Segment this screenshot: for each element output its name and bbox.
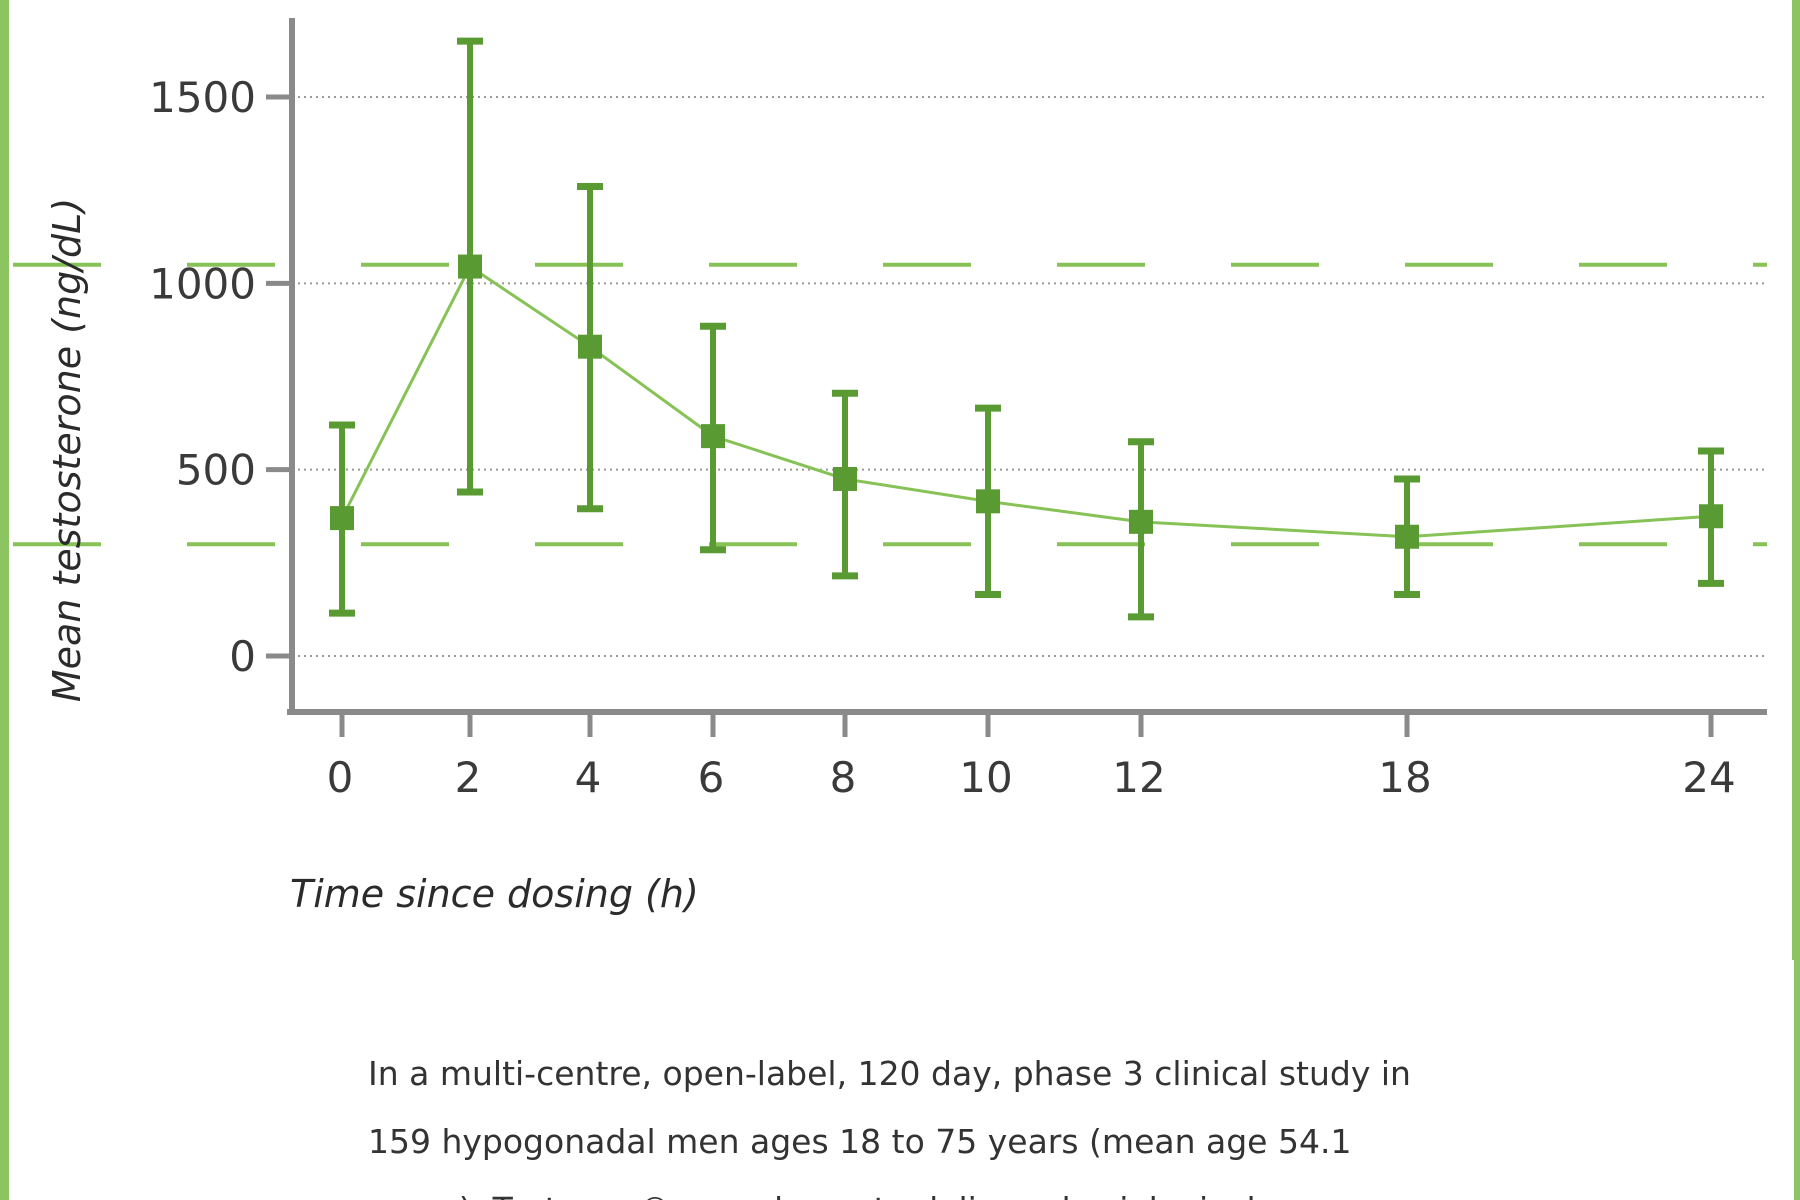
data-point-10 (976, 489, 1000, 514)
x-axis-ticks: 0 2 4 6 8 10 12 18 24 (327, 712, 1736, 802)
x-tick-label-2: 2 (455, 753, 482, 802)
data-point-4 (578, 334, 602, 359)
data-point-6 (701, 424, 725, 449)
x-tick-label-8: 8 (830, 753, 857, 802)
x-tick-label-0: 0 (327, 753, 354, 802)
right-border-bar-lower (1794, 960, 1800, 1200)
right-border-bar (1792, 0, 1800, 960)
y-axis-title: Mean testosterone (ng/dL) (45, 198, 89, 702)
reference-lines (12, 262, 1767, 547)
data-point-12 (1129, 509, 1153, 534)
y-tick-label-1000: 1000 (149, 259, 256, 308)
axes (287, 18, 1767, 715)
data-point-2 (458, 254, 482, 279)
x-tick-label-18: 18 (1378, 753, 1431, 802)
x-tick-label-12: 12 (1112, 753, 1165, 802)
data-point-0 (330, 506, 354, 531)
x-tick-label-24: 24 (1682, 753, 1735, 802)
mean-line (340, 264, 1712, 539)
series-mean-line (340, 264, 1712, 539)
error-bars (329, 37, 1724, 621)
caption-line-3: years), Testavan® was shown to deliver p… (368, 1190, 1256, 1200)
data-point-8 (833, 466, 857, 491)
data-point-18 (1395, 524, 1419, 549)
caption-line-1: In a multi-centre, open-label, 120 day, … (368, 1054, 1411, 1093)
left-border-bar (0, 0, 9, 1200)
gridlines (298, 96, 1767, 657)
y-tick-label-1500: 1500 (149, 73, 256, 122)
data-point-24 (1699, 504, 1723, 529)
x-axis-title: Time since dosing (h) (290, 872, 699, 916)
x-tick-label-10: 10 (959, 753, 1012, 802)
caption-line-2: 159 hypogonadal men ages 18 to 75 years … (368, 1122, 1352, 1161)
y-tick-label-0: 0 (229, 632, 256, 681)
data-points (330, 254, 1723, 549)
x-tick-label-6: 6 (698, 753, 725, 802)
x-tick-label-4: 4 (575, 753, 602, 802)
study-description: In a multi-centre, open-label, 120 day, … (368, 1040, 1508, 1200)
y-tick-label-500: 500 (176, 446, 256, 495)
y-axis-ticks: 0 500 1000 1500 (149, 73, 292, 681)
